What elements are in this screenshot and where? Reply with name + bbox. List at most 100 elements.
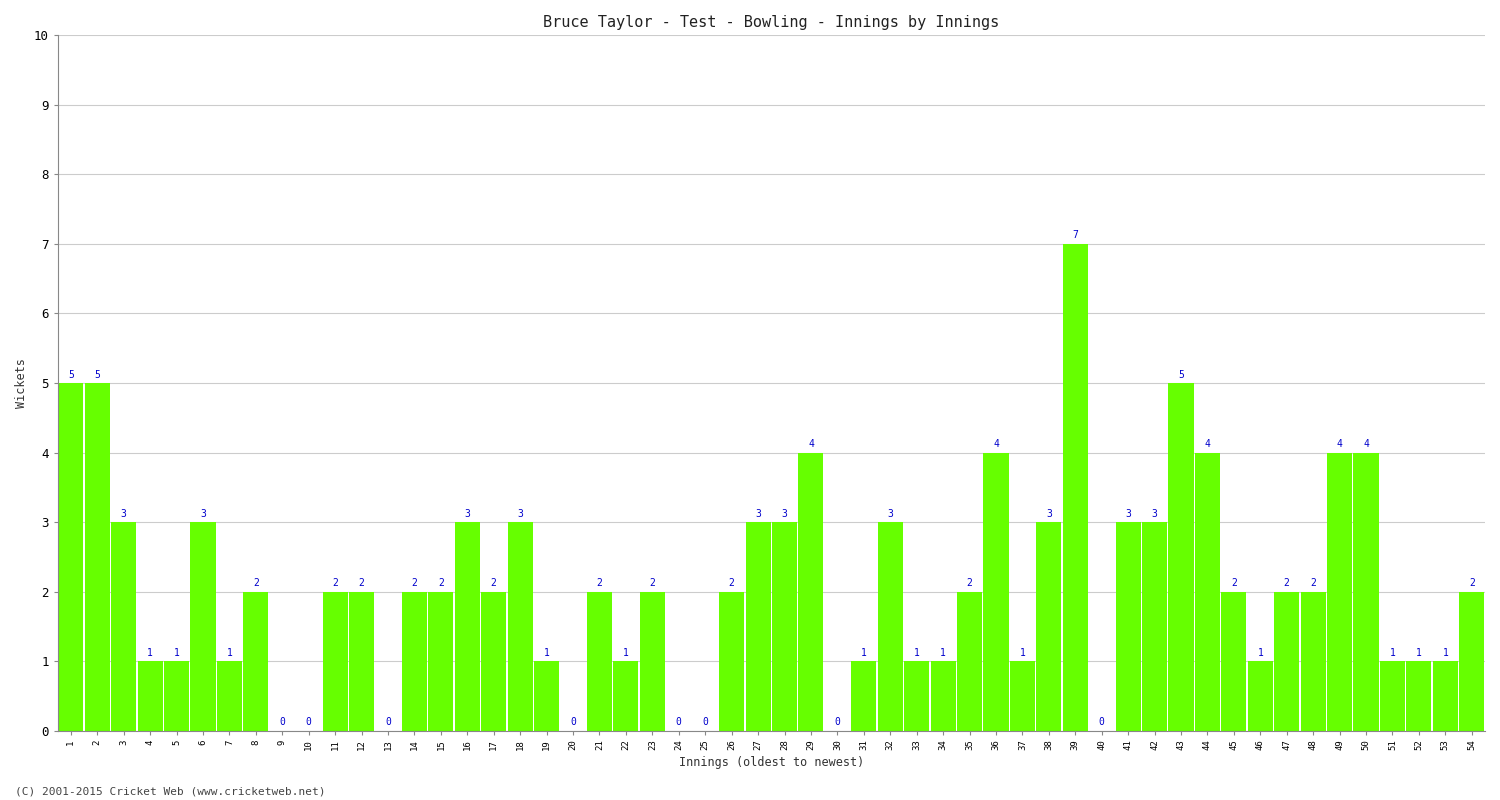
Bar (1010, 661, 1035, 730)
Text: 0: 0 (1100, 717, 1104, 727)
Text: 3: 3 (200, 509, 206, 518)
Text: 2: 2 (438, 578, 444, 588)
Bar (718, 591, 744, 730)
Text: 5: 5 (68, 370, 74, 379)
Text: 1: 1 (226, 648, 232, 658)
Text: 1: 1 (543, 648, 549, 658)
Bar (878, 522, 903, 730)
Bar (984, 453, 1008, 730)
Bar (1248, 661, 1274, 730)
Bar (534, 661, 560, 730)
Text: 0: 0 (279, 717, 285, 727)
Bar (798, 453, 824, 730)
Text: 1: 1 (147, 648, 153, 658)
Bar (138, 661, 162, 730)
X-axis label: Innings (oldest to newest): Innings (oldest to newest) (678, 756, 864, 769)
Text: (C) 2001-2015 Cricket Web (www.cricketweb.net): (C) 2001-2015 Cricket Web (www.cricketwe… (15, 786, 326, 796)
Bar (1380, 661, 1406, 730)
Bar (84, 383, 110, 730)
Bar (614, 661, 639, 730)
Text: 1: 1 (174, 648, 180, 658)
Text: 0: 0 (306, 717, 312, 727)
Text: 0: 0 (676, 717, 681, 727)
Text: 2: 2 (1468, 578, 1474, 588)
Text: 2: 2 (1284, 578, 1290, 588)
Text: 2: 2 (729, 578, 735, 588)
Text: 4: 4 (808, 439, 814, 449)
Text: 4: 4 (1364, 439, 1370, 449)
Title: Bruce Taylor - Test - Bowling - Innings by Innings: Bruce Taylor - Test - Bowling - Innings … (543, 15, 999, 30)
Text: 1: 1 (1416, 648, 1422, 658)
Bar (217, 661, 242, 730)
Text: 1: 1 (622, 648, 628, 658)
Bar (429, 591, 453, 730)
Text: 7: 7 (1072, 230, 1078, 241)
Y-axis label: Wickets: Wickets (15, 358, 28, 408)
Text: 0: 0 (386, 717, 392, 727)
Bar (1460, 591, 1485, 730)
Text: 3: 3 (1125, 509, 1131, 518)
Text: 0: 0 (702, 717, 708, 727)
Text: 3: 3 (1046, 509, 1052, 518)
Text: 1: 1 (940, 648, 946, 658)
Text: 2: 2 (1232, 578, 1238, 588)
Text: 0: 0 (834, 717, 840, 727)
Bar (930, 661, 956, 730)
Bar (1036, 522, 1062, 730)
Text: 3: 3 (1152, 509, 1158, 518)
Bar (58, 383, 84, 730)
Bar (772, 522, 796, 730)
Bar (904, 661, 928, 730)
Text: 2: 2 (254, 578, 260, 588)
Text: 2: 2 (1310, 578, 1316, 588)
Bar (1062, 244, 1088, 730)
Text: 3: 3 (465, 509, 470, 518)
Text: 2: 2 (411, 578, 417, 588)
Bar (1274, 591, 1299, 730)
Text: 0: 0 (570, 717, 576, 727)
Bar (190, 522, 216, 730)
Text: 5: 5 (1178, 370, 1184, 379)
Bar (1432, 661, 1458, 730)
Text: 2: 2 (490, 578, 496, 588)
Text: 2: 2 (332, 578, 338, 588)
Bar (1168, 383, 1194, 730)
Text: 1: 1 (1443, 648, 1449, 658)
Bar (164, 661, 189, 730)
Bar (350, 591, 374, 730)
Bar (1116, 522, 1140, 730)
Text: 3: 3 (120, 509, 126, 518)
Bar (640, 591, 664, 730)
Bar (322, 591, 348, 730)
Bar (1328, 453, 1352, 730)
Text: 4: 4 (993, 439, 999, 449)
Bar (1196, 453, 1219, 730)
Text: 1: 1 (1257, 648, 1263, 658)
Text: 2: 2 (597, 578, 603, 588)
Text: 1: 1 (861, 648, 867, 658)
Text: 2: 2 (966, 578, 972, 588)
Text: 1: 1 (914, 648, 920, 658)
Bar (586, 591, 612, 730)
Text: 4: 4 (1336, 439, 1342, 449)
Bar (243, 591, 268, 730)
Bar (1407, 661, 1431, 730)
Text: 4: 4 (1204, 439, 1210, 449)
Text: 1: 1 (1020, 648, 1026, 658)
Text: 1: 1 (1389, 648, 1395, 658)
Text: 3: 3 (518, 509, 524, 518)
Text: 2: 2 (358, 578, 364, 588)
Text: 5: 5 (94, 370, 100, 379)
Bar (852, 661, 876, 730)
Bar (957, 591, 982, 730)
Bar (454, 522, 480, 730)
Bar (1353, 453, 1378, 730)
Bar (1221, 591, 1246, 730)
Bar (1142, 522, 1167, 730)
Bar (402, 591, 427, 730)
Bar (111, 522, 136, 730)
Bar (746, 522, 771, 730)
Text: 2: 2 (650, 578, 656, 588)
Bar (1300, 591, 1326, 730)
Bar (507, 522, 532, 730)
